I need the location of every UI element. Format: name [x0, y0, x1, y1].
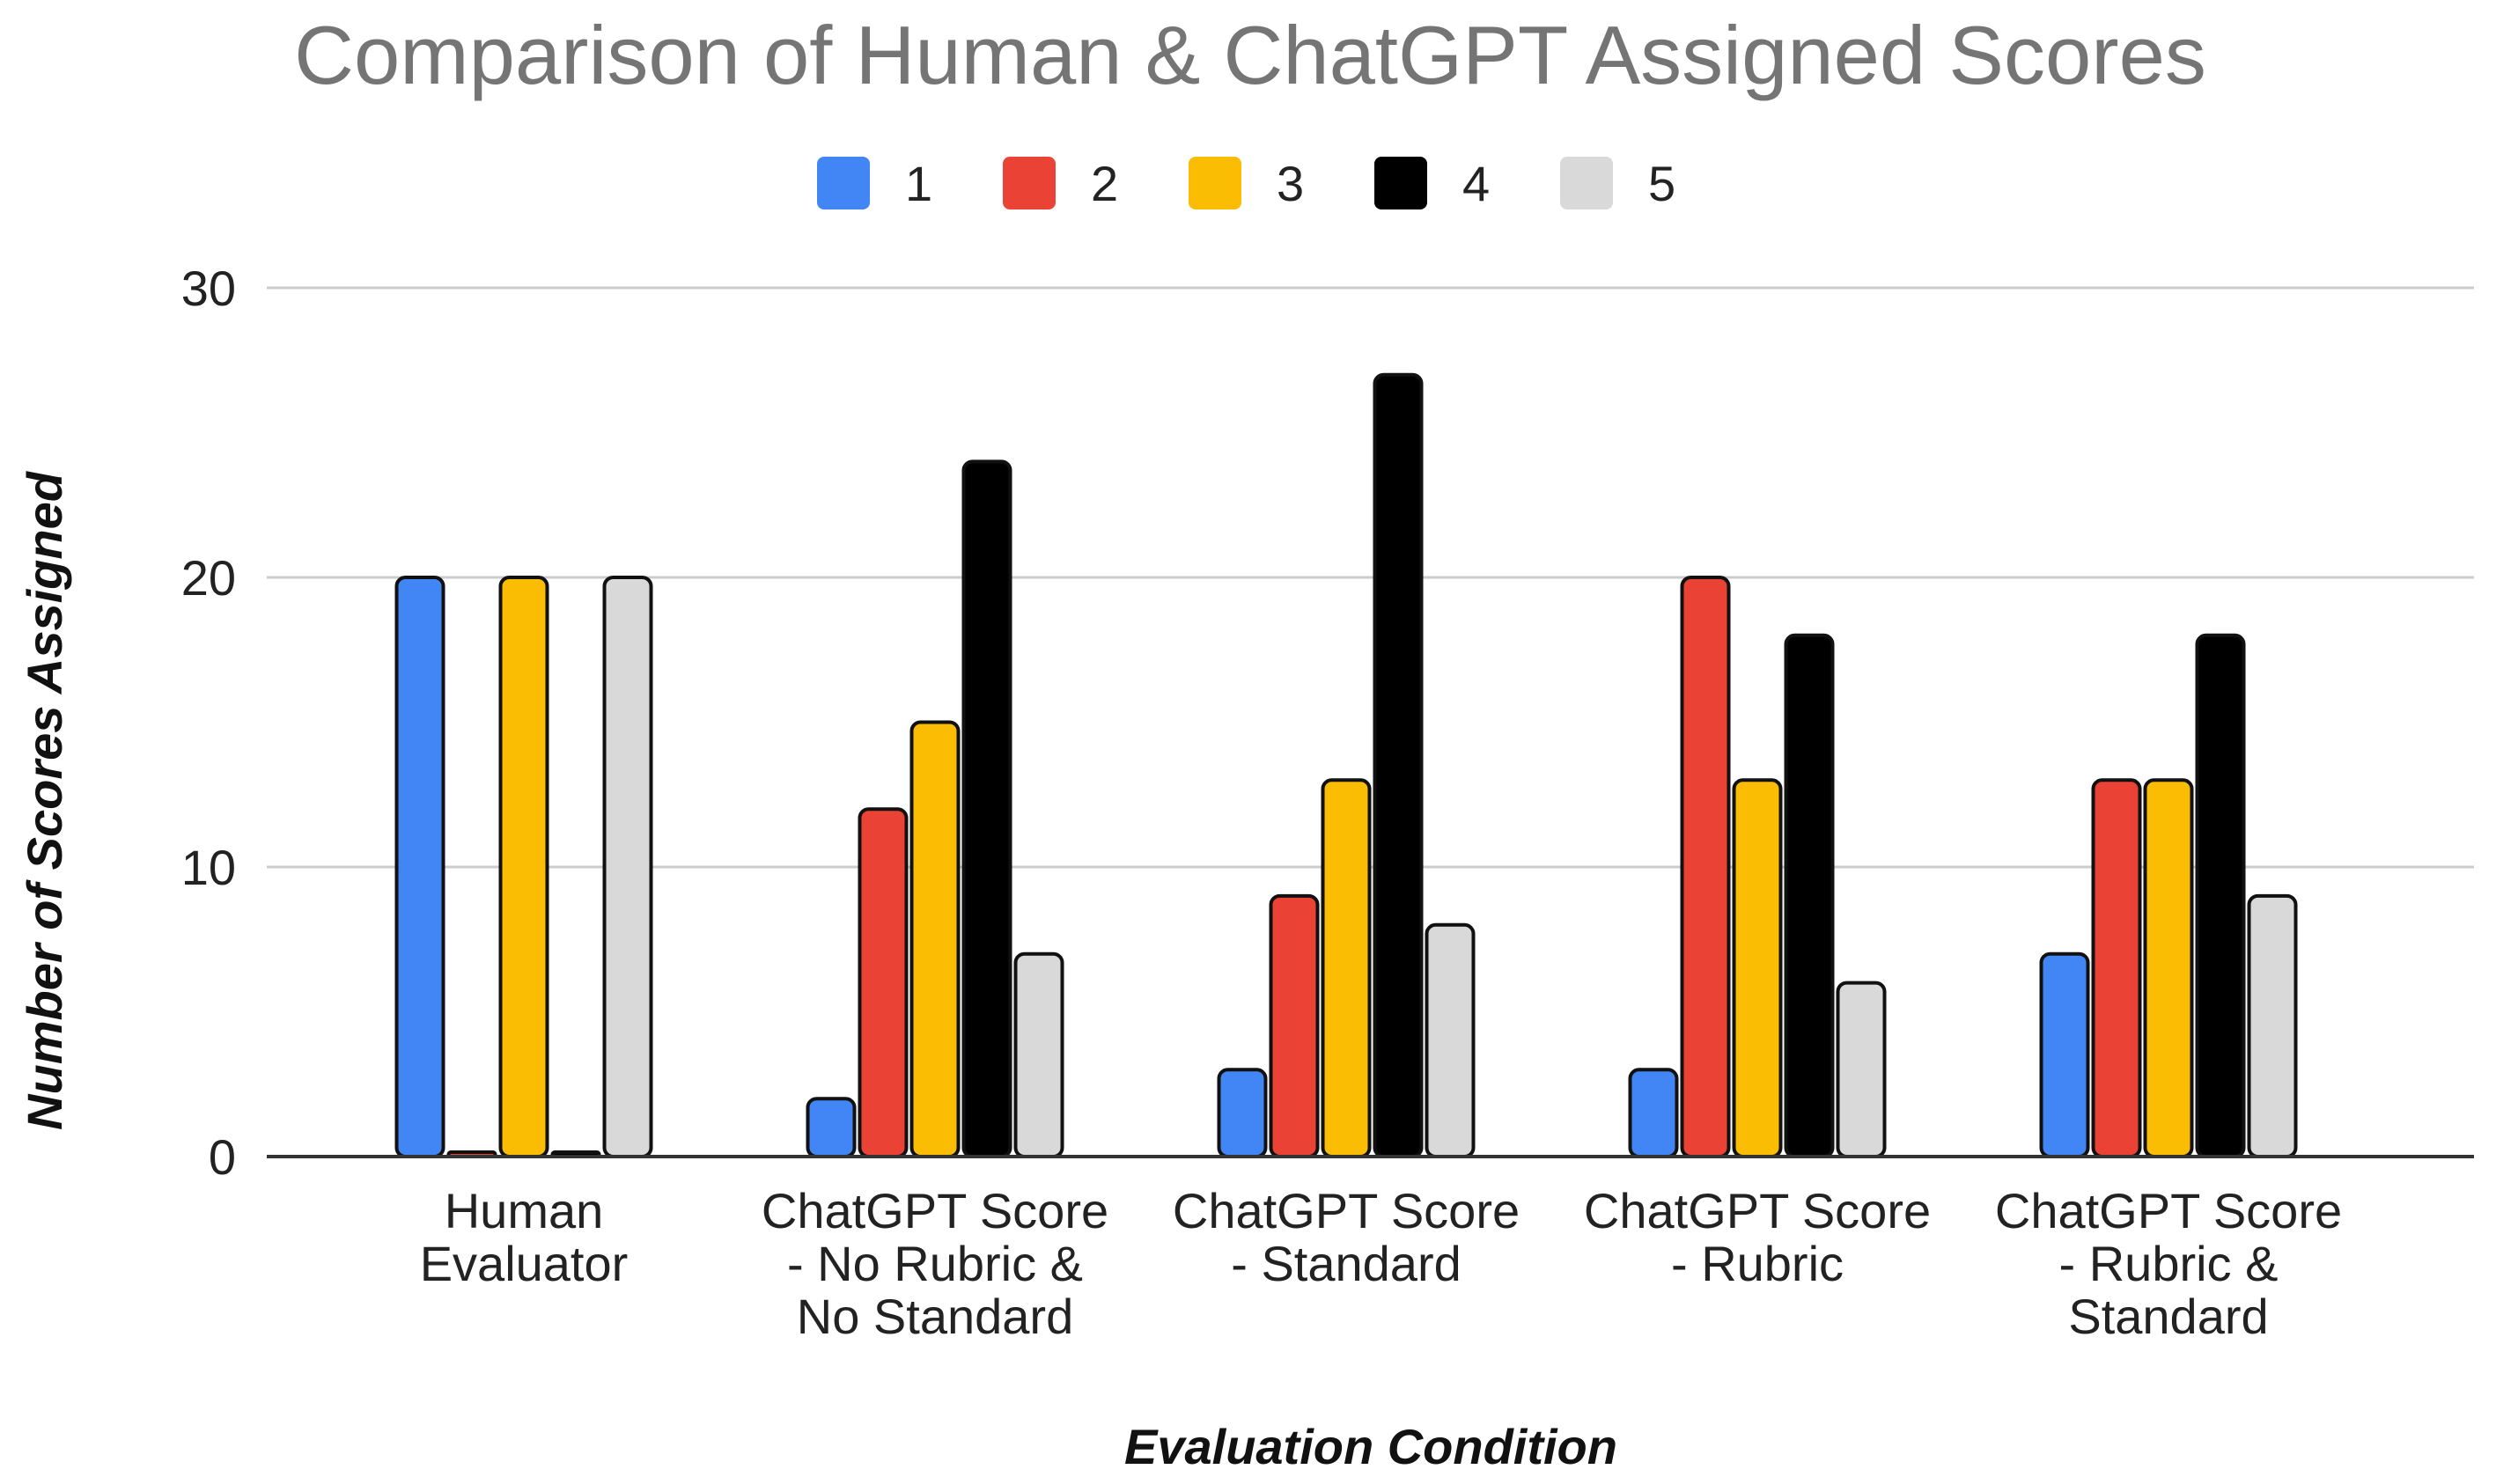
bar-chatgpt-score-rubric-standard-score-5 [2247, 893, 2298, 1159]
y-tick-label: 10 [181, 840, 236, 895]
bar-chatgpt-score-standard-score-4 [1373, 372, 1424, 1158]
legend-swatch-1 [817, 157, 870, 209]
x-category-label-line: No Standard [797, 1289, 1073, 1344]
x-category-label-line: - Rubric [1671, 1236, 1844, 1291]
x-category-label-line: Standard [2068, 1289, 2268, 1344]
legend-swatch-5 [1560, 157, 1613, 209]
bar-chatgpt-score-rubric-score-1 [1628, 1068, 1679, 1159]
legend: 1 2 3 4 5 [817, 156, 1675, 211]
bar-chatgpt-score-rubric-standard-score-1 [2039, 951, 2090, 1158]
bar-human-evaluator-score-5 [602, 576, 653, 1158]
x-category-label: ChatGPT Score - Standard [1173, 1183, 1520, 1291]
chart-title: Comparison of Human & ChatGPT Assigned S… [294, 9, 2206, 101]
bar-chatgpt-score-no-rubric-no-standard-score-4 [961, 459, 1012, 1158]
x-category-label: ChatGPT Score - Rubric [1584, 1183, 1931, 1291]
y-tick-label: 30 [181, 261, 236, 316]
legend-label-2: 2 [1091, 156, 1118, 211]
legend-label-3: 3 [1277, 156, 1304, 211]
x-category-label-line: - Standard [1231, 1236, 1462, 1291]
x-category-label-line: ChatGPT Score [1995, 1183, 2342, 1238]
bar-chatgpt-score-no-rubric-no-standard-score-3 [909, 720, 961, 1158]
bar-chatgpt-score-rubric-score-4 [1784, 633, 1835, 1158]
y-axis-ticks: 0 10 20 30 [181, 261, 236, 1185]
legend-swatch-3 [1189, 157, 1241, 209]
bar-chatgpt-score-rubric-score-3 [1732, 778, 1783, 1158]
legend-label-1: 1 [905, 156, 932, 211]
x-category-label-line: - No Rubric & [787, 1236, 1083, 1291]
y-axis-title: Number of Scores Assigned [17, 470, 72, 1130]
legend-label-4: 4 [1462, 156, 1490, 211]
y-tick-label: 0 [209, 1129, 236, 1185]
bar-chatgpt-score-rubric-standard-score-3 [2143, 778, 2194, 1158]
legend-label-5: 5 [1648, 156, 1675, 211]
bar-human-evaluator-score-3 [498, 576, 549, 1158]
x-category-label: Human Evaluator [420, 1183, 629, 1291]
bar-human-evaluator-score-1 [394, 576, 445, 1158]
bar-chatgpt-score-rubric-score-5 [1836, 981, 1887, 1158]
x-category-label: ChatGPT Score - No Rubric & No Standard [762, 1183, 1108, 1344]
bar-chatgpt-score-standard-score-3 [1321, 778, 1372, 1158]
bar-chatgpt-score-no-rubric-no-standard-score-2 [858, 807, 909, 1158]
y-tick-label: 20 [181, 550, 236, 606]
bar-chatgpt-score-rubric-standard-score-2 [2091, 778, 2142, 1158]
x-category-label-line: Evaluator [420, 1236, 629, 1291]
x-axis-title: Evaluation Condition [1124, 1419, 1617, 1474]
x-category-label-line: - Rubric & [2059, 1236, 2279, 1291]
bar-chatgpt-score-no-rubric-no-standard-score-5 [1013, 951, 1064, 1158]
x-category-label-line: ChatGPT Score [1584, 1183, 1931, 1238]
x-category-label: ChatGPT Score - Rubric & Standard [1995, 1183, 2342, 1344]
gridlines [267, 286, 2474, 869]
legend-swatch-2 [1003, 157, 1056, 209]
bar-chatgpt-score-no-rubric-no-standard-score-1 [806, 1097, 857, 1158]
x-category-label-line: Human [445, 1183, 604, 1238]
x-category-label-line: ChatGPT Score [1173, 1183, 1520, 1238]
bar-chatgpt-score-standard-score-2 [1269, 893, 1320, 1159]
bar-chatgpt-score-standard-score-1 [1217, 1068, 1268, 1159]
bars [267, 372, 2474, 1159]
legend-swatch-4 [1374, 157, 1427, 209]
bar-chatgpt-score-rubric-score-2 [1680, 576, 1731, 1158]
x-category-label-line: ChatGPT Score [762, 1183, 1108, 1238]
bar-chatgpt-score-standard-score-5 [1425, 922, 1476, 1159]
bar-chatgpt-score-rubric-standard-score-4 [2195, 633, 2246, 1158]
